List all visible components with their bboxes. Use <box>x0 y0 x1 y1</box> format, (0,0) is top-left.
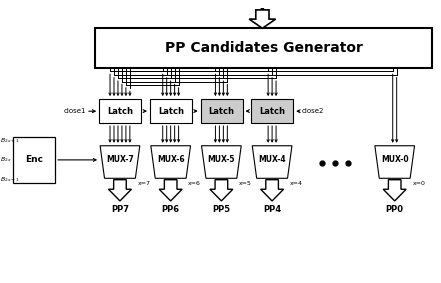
Text: MUX-4: MUX-4 <box>258 155 286 164</box>
Text: $B_{2x}$: $B_{2x}$ <box>0 155 12 164</box>
Text: MUX-6: MUX-6 <box>157 155 184 164</box>
Text: close1: close1 <box>64 108 86 114</box>
Polygon shape <box>375 146 415 178</box>
Polygon shape <box>100 146 140 178</box>
Text: MUX-0: MUX-0 <box>381 155 408 164</box>
Polygon shape <box>151 146 191 178</box>
Text: Latch: Latch <box>158 107 184 115</box>
Polygon shape <box>383 180 406 201</box>
Text: PP7: PP7 <box>111 205 129 214</box>
Text: MUX-5: MUX-5 <box>208 155 235 164</box>
Text: Latch: Latch <box>107 107 133 115</box>
Bar <box>251 99 293 123</box>
Text: Latch: Latch <box>259 107 285 115</box>
Bar <box>99 99 141 123</box>
Polygon shape <box>159 180 182 201</box>
Text: x=7: x=7 <box>138 181 150 186</box>
Text: x=6: x=6 <box>188 181 201 186</box>
Text: close2: close2 <box>302 108 325 114</box>
Bar <box>201 99 243 123</box>
Text: x=4: x=4 <box>290 181 303 186</box>
Polygon shape <box>210 180 233 201</box>
Text: PP Candidates Generator: PP Candidates Generator <box>164 41 363 55</box>
Text: Enc: Enc <box>25 155 43 164</box>
Text: $B_{2x+1}$: $B_{2x+1}$ <box>0 136 19 145</box>
Text: MUX-7: MUX-7 <box>106 155 134 164</box>
Text: PP6: PP6 <box>161 205 180 214</box>
Text: PP0: PP0 <box>386 205 404 214</box>
Text: x=0: x=0 <box>412 181 425 186</box>
Polygon shape <box>261 180 284 201</box>
Text: Latch: Latch <box>209 107 235 115</box>
Text: A: A <box>257 7 268 21</box>
Text: x=5: x=5 <box>239 181 252 186</box>
Bar <box>95 28 432 68</box>
Polygon shape <box>202 146 241 178</box>
Text: PP4: PP4 <box>263 205 281 214</box>
Text: PP5: PP5 <box>212 205 231 214</box>
Text: $B_{2x-1}$: $B_{2x-1}$ <box>0 175 19 184</box>
Bar <box>150 99 192 123</box>
Polygon shape <box>108 180 131 201</box>
Bar <box>13 137 55 183</box>
Polygon shape <box>252 146 292 178</box>
Polygon shape <box>249 10 276 28</box>
